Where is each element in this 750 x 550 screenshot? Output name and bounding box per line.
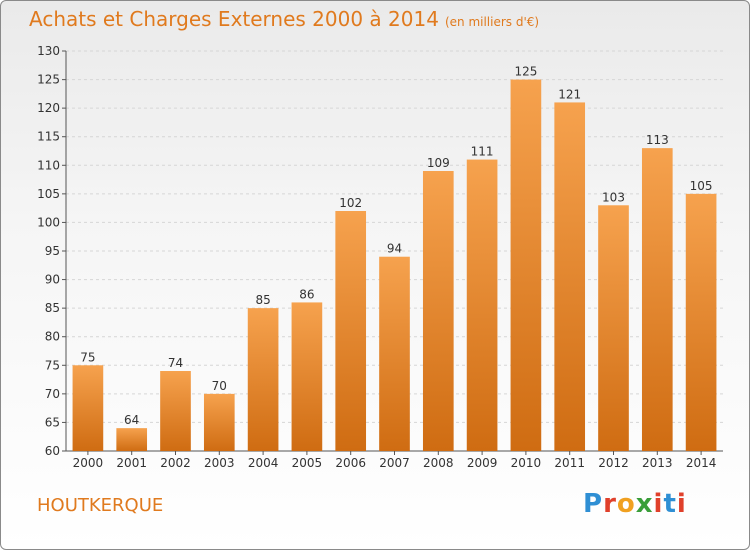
y-tick-label: 130	[37, 44, 60, 58]
data-label-2006: 102	[339, 196, 362, 210]
logo-letter: r	[603, 489, 617, 519]
chart-title: Achats et Charges Externes 2000 à 2014 (e…	[29, 7, 539, 31]
commune-name: HOUTKERQUE	[37, 495, 164, 516]
y-tick-label: 115	[37, 130, 60, 144]
labels: 60 65 70 75 80 85 90 95 100 105 110 115 120 125 130 75 2…	[37, 44, 716, 470]
x-tick-label-2014: 2014	[686, 456, 717, 470]
x-tick-label-2006: 2006	[335, 456, 366, 470]
x-tick-label-2009: 2009	[467, 456, 498, 470]
data-label-2003: 70	[212, 379, 227, 393]
y-tick-label: 120	[37, 101, 60, 115]
x-tick-label-2011: 2011	[554, 456, 585, 470]
y-tick-label: 60	[45, 444, 60, 458]
x-tick-label-2013: 2013	[642, 456, 673, 470]
bar-2010	[510, 79, 542, 452]
y-tick-label: 100	[37, 215, 60, 229]
bar-2011	[554, 102, 586, 451]
y-tick-label: 65	[45, 415, 60, 429]
data-label-2010: 125	[514, 65, 537, 79]
x-tick-label-2002: 2002	[160, 456, 191, 470]
logo-letter: i	[653, 489, 664, 519]
bar-2000	[72, 365, 104, 451]
logo-letter: i	[676, 489, 687, 519]
data-label-2007: 94	[387, 242, 402, 256]
chart-title-text: Achats et Charges Externes 2000 à 2014	[29, 7, 439, 31]
y-tick-label: 90	[45, 273, 60, 287]
x-tick-label-2007: 2007	[379, 456, 410, 470]
data-label-2014: 105	[690, 179, 713, 193]
bar-2006	[335, 211, 367, 451]
chart-subtitle: (en milliers d'€)	[444, 15, 540, 29]
bar-2004	[247, 308, 279, 451]
x-tick-label-2003: 2003	[204, 456, 235, 470]
bar-2005	[291, 302, 323, 451]
data-label-2002: 74	[168, 356, 183, 370]
data-label-2012: 103	[602, 190, 625, 204]
y-tick-label: 125	[37, 73, 60, 87]
data-label-2009: 111	[471, 145, 494, 159]
x-tick-label-2012: 2012	[598, 456, 629, 470]
bar-2012	[598, 205, 629, 451]
data-label-2008: 109	[427, 156, 450, 170]
data-label-2011: 121	[558, 87, 581, 101]
x-tick-label-2000: 2000	[73, 456, 104, 470]
y-tick-label: 75	[45, 358, 60, 372]
bar-2001	[116, 428, 148, 451]
logo-letter: x	[635, 489, 654, 519]
bars	[72, 79, 717, 452]
y-tick-label: 70	[45, 387, 60, 401]
data-label-2005: 86	[299, 287, 314, 301]
y-tick-label: 95	[45, 244, 60, 258]
bar-2014	[685, 193, 717, 451]
bar-2013	[641, 148, 673, 451]
y-tick-label: 105	[37, 187, 60, 201]
logo-letter: P	[583, 489, 604, 519]
y-tick-label: 85	[45, 301, 60, 315]
x-tick-label-2004: 2004	[248, 456, 279, 470]
bar-2008	[422, 171, 454, 451]
x-tick-label-2005: 2005	[292, 456, 323, 470]
data-label-2004: 85	[255, 293, 270, 307]
proxiti-logo: Proxiti	[583, 489, 687, 519]
logo-letter: t	[663, 489, 677, 519]
y-tick-label: 80	[45, 330, 60, 344]
data-label-2001: 64	[124, 413, 139, 427]
bar-2007	[379, 256, 410, 451]
data-label-2000: 75	[80, 350, 95, 364]
x-tick-label-2008: 2008	[423, 456, 454, 470]
bar-2009	[466, 159, 498, 452]
y-tick-label: 110	[37, 158, 60, 172]
x-tick-label-2010: 2010	[511, 456, 542, 470]
x-tick-label-2001: 2001	[116, 456, 147, 470]
bar-2003	[203, 393, 235, 451]
bar-2002	[160, 371, 191, 451]
logo-letter: o	[616, 489, 636, 519]
data-label-2013: 113	[646, 133, 669, 147]
